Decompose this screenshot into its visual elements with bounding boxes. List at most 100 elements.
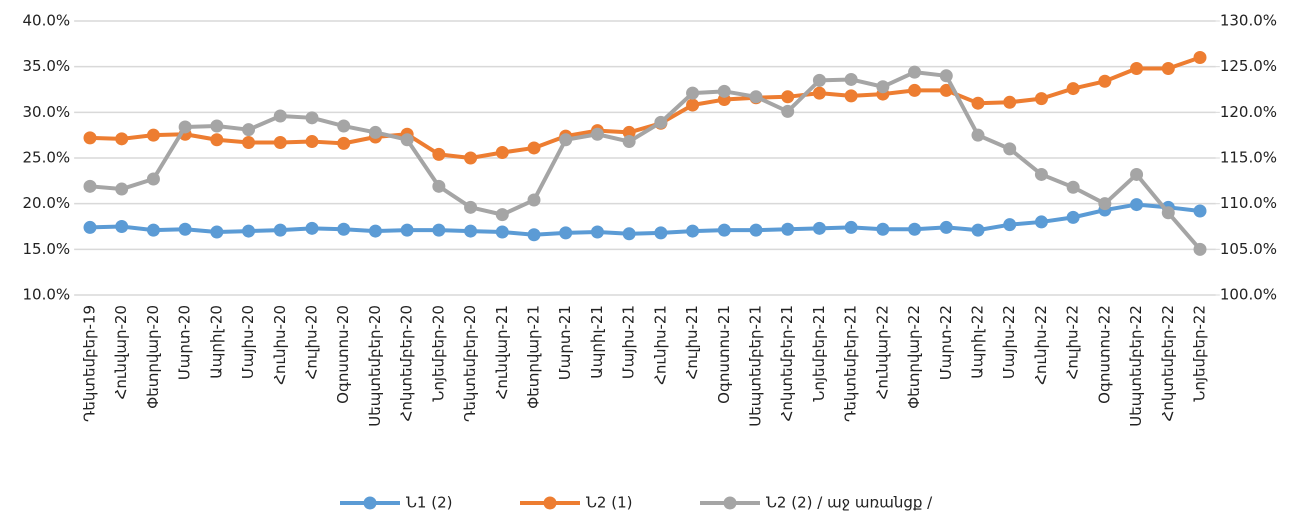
data-point (242, 135, 256, 149)
x-tick-label: Նոյեմբեր-21 (810, 305, 828, 402)
data-point (812, 73, 826, 87)
data-point (812, 221, 826, 235)
data-point (812, 86, 826, 100)
data-point (432, 147, 446, 161)
data-point (717, 223, 731, 237)
data-point (749, 223, 763, 237)
y2-tick-label: 115.0% (1220, 149, 1277, 167)
data-point (146, 128, 160, 142)
data-point (273, 135, 287, 149)
data-point (908, 65, 922, 79)
data-point (273, 223, 287, 237)
data-point (1066, 210, 1080, 224)
x-tick-label: Օգոստոս-21 (715, 305, 733, 404)
x-tick-label: Հուլիս-21 (683, 305, 701, 379)
data-point (1003, 218, 1017, 232)
x-tick-label: Փետրվար-22 (905, 305, 923, 409)
x-tick-label: Մայիս-21 (620, 305, 638, 379)
x-tick-label: Մարտ-20 (176, 305, 194, 380)
x-tick-label: Հոկտեմբեր-21 (778, 305, 796, 421)
y-tick-label: 20.0% (22, 194, 70, 212)
data-point (210, 225, 224, 239)
x-tick-label: Սեպտեմբեր-22 (1127, 305, 1145, 427)
x-tick-label: Հուլիս-22 (1064, 305, 1082, 379)
x-tick-label: Դեկտեմբեր-20 (461, 305, 479, 422)
x-tick-label: Օգոստոս-22 (1095, 305, 1113, 404)
y2-tick-label: 120.0% (1220, 103, 1277, 121)
legend-label: Ն2 (2) / աջ առանցք / (766, 494, 933, 512)
data-point (1193, 51, 1207, 65)
data-point (1098, 197, 1112, 211)
data-point (337, 136, 351, 150)
data-point (559, 133, 573, 147)
data-point (368, 224, 382, 238)
x-tick-label: Ապրիլ-20 (207, 305, 225, 379)
x-tick-label: Մայիս-22 (1000, 305, 1018, 379)
data-point (432, 223, 446, 237)
data-point (781, 222, 795, 236)
data-point (273, 109, 287, 123)
data-point (432, 179, 446, 193)
data-point (559, 226, 573, 240)
y2-tick-label: 100.0% (1220, 286, 1277, 304)
data-point (876, 80, 890, 94)
data-point (686, 224, 700, 238)
data-point (368, 125, 382, 139)
data-point (178, 222, 192, 236)
data-point (1161, 206, 1175, 220)
data-point (717, 84, 731, 98)
x-tick-label: Սեպտեմբեր-21 (747, 305, 765, 427)
y2-tick-label: 105.0% (1220, 240, 1277, 258)
y-tick-label: 30.0% (22, 103, 70, 121)
data-point (305, 135, 319, 149)
x-tick-label: Փետրվար-20 (144, 305, 162, 409)
data-point (527, 141, 541, 155)
data-point (686, 86, 700, 100)
data-point (844, 89, 858, 103)
y-tick-label: 40.0% (22, 12, 70, 30)
data-point (971, 223, 985, 237)
data-point (527, 228, 541, 242)
data-point (1003, 95, 1017, 109)
data-point (400, 223, 414, 237)
x-tick-label: Հունիս-22 (1032, 305, 1050, 385)
data-point (749, 90, 763, 104)
data-point (464, 224, 478, 238)
data-point (1130, 198, 1144, 212)
data-point (971, 96, 985, 110)
data-point (210, 119, 224, 133)
data-point (178, 120, 192, 134)
series-line (89, 202, 1201, 237)
data-point (622, 135, 636, 149)
y-tick-label: 25.0% (22, 149, 70, 167)
data-point (464, 200, 478, 214)
data-point (115, 132, 129, 146)
data-point (115, 220, 129, 233)
data-point (654, 226, 668, 240)
data-point (1066, 180, 1080, 194)
data-point (1193, 242, 1207, 256)
data-point (844, 72, 858, 86)
data-point (464, 151, 478, 165)
data-point (146, 172, 160, 186)
legend-label: Ն1 (2) (406, 494, 453, 512)
legend-marker (543, 496, 557, 510)
data-point (1034, 167, 1048, 181)
x-tick-label: Հոկտեմբեր-22 (1159, 305, 1177, 421)
data-point (1034, 215, 1048, 229)
data-point (686, 98, 700, 112)
data-point (337, 119, 351, 133)
data-point (305, 221, 319, 235)
data-point (527, 193, 541, 207)
data-point (1161, 61, 1175, 75)
data-point (844, 220, 858, 234)
x-tick-label: Նոյեմբեր-22 (1191, 305, 1209, 402)
data-point (495, 208, 509, 222)
data-point (1098, 74, 1112, 88)
data-point (495, 146, 509, 160)
y-tick-label: 15.0% (22, 240, 70, 258)
x-tick-label: Մարտ-22 (937, 305, 955, 380)
data-point (83, 131, 97, 145)
legend-marker (723, 496, 737, 510)
